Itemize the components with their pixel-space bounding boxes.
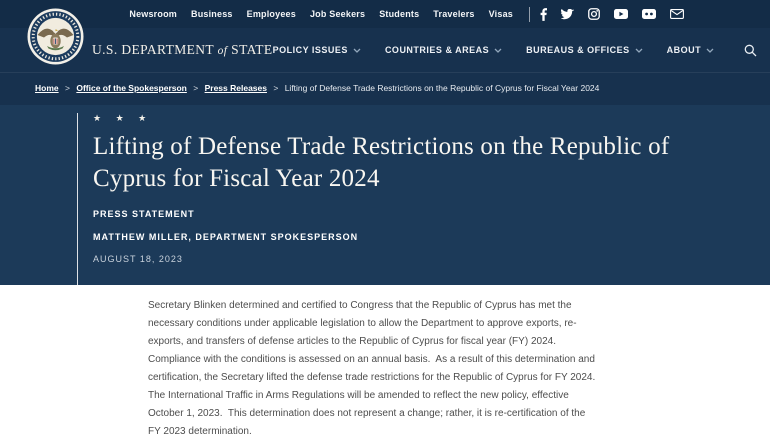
nav-bureaus-offices[interactable]: BUREAUS & OFFICES xyxy=(526,45,643,55)
topbar-link-travelers[interactable]: Travelers xyxy=(433,9,475,19)
wordmark-of: of xyxy=(217,45,228,57)
chevron-down-icon xyxy=(706,48,714,53)
topbar-link-job-seekers[interactable]: Job Seekers xyxy=(309,9,366,19)
spokesperson-byline: MATTHEW MILLER, DEPARTMENT SPOKESPERSON xyxy=(93,232,359,242)
breadcrumb-separator: > xyxy=(273,83,279,93)
release-date: AUGUST 18, 2023 xyxy=(93,254,183,264)
breadcrumb-current-page: Lifting of Defense Trade Restrictions on… xyxy=(284,83,600,93)
release-type-label: PRESS STATEMENT xyxy=(93,209,195,219)
nav-countries-areas[interactable]: COUNTRIES & AREAS xyxy=(385,45,502,55)
youtube-icon[interactable] xyxy=(614,9,628,19)
primary-nav: POLICY ISSUES COUNTRIES & AREAS BUREAUS … xyxy=(273,44,758,57)
breadcrumb-separator: > xyxy=(193,83,199,93)
nav-label: COUNTRIES & AREAS xyxy=(384,45,490,55)
search-icon xyxy=(744,44,757,56)
utility-bar: Newsroom Business Employees Job Seekers … xyxy=(0,0,770,28)
instagram-icon[interactable] xyxy=(588,8,600,20)
nav-label: ABOUT xyxy=(666,45,702,55)
site-header: Newsroom Business Employees Job Seekers … xyxy=(0,0,770,285)
wordmark-post: STATE xyxy=(231,42,273,57)
nav-about[interactable]: ABOUT xyxy=(667,45,715,55)
wordmark-pre: U.S. DEPARTMENT xyxy=(92,42,214,57)
chevron-down-icon xyxy=(353,48,361,53)
hero-banner: ★ ★ ★ Lifting of Defense Trade Restricti… xyxy=(0,105,770,285)
email-icon[interactable] xyxy=(670,9,684,19)
department-of-state-seal[interactable] xyxy=(27,8,84,65)
topbar-link-employees[interactable]: Employees xyxy=(246,9,296,19)
search-button[interactable] xyxy=(744,44,757,57)
masthead: U.S. DEPARTMENT of STATE POLICY ISSUES C… xyxy=(0,28,770,72)
article-body: Secretary Blinken determined and certifi… xyxy=(0,285,770,441)
topbar-link-newsroom[interactable]: Newsroom xyxy=(129,9,177,19)
agency-wordmark[interactable]: U.S. DEPARTMENT of STATE xyxy=(92,42,273,58)
topbar-link-students[interactable]: Students xyxy=(379,9,420,19)
nav-label: POLICY ISSUES xyxy=(272,45,348,55)
divider xyxy=(529,6,530,22)
chevron-down-icon xyxy=(635,48,643,53)
breadcrumb-office-of-the-spokesperson[interactable]: Office of the Spokesperson xyxy=(76,83,187,93)
star-decoration: ★ ★ ★ xyxy=(93,113,153,123)
social-links xyxy=(540,7,684,21)
nav-label: BUREAUS & OFFICES xyxy=(526,45,630,55)
breadcrumb-home[interactable]: Home xyxy=(35,83,59,93)
facebook-icon[interactable] xyxy=(540,7,547,21)
nav-policy-issues[interactable]: POLICY ISSUES xyxy=(273,45,361,55)
topbar-link-visas[interactable]: Visas xyxy=(488,9,513,19)
chevron-down-icon xyxy=(494,48,502,53)
flickr-icon[interactable] xyxy=(642,9,656,19)
breadcrumb-separator: > xyxy=(65,83,70,93)
topbar-link-business[interactable]: Business xyxy=(191,9,233,19)
breadcrumb: Home > Office of the Spokesperson > Pres… xyxy=(0,72,770,105)
breadcrumb-press-releases[interactable]: Press Releases xyxy=(204,83,267,93)
statement-paragraph: Secretary Blinken determined and certifi… xyxy=(148,300,601,437)
page-title: Lifting of Defense Trade Restrictions on… xyxy=(93,133,670,192)
hero-content: ★ ★ ★ Lifting of Defense Trade Restricti… xyxy=(77,113,710,285)
twitter-icon[interactable] xyxy=(561,8,574,20)
